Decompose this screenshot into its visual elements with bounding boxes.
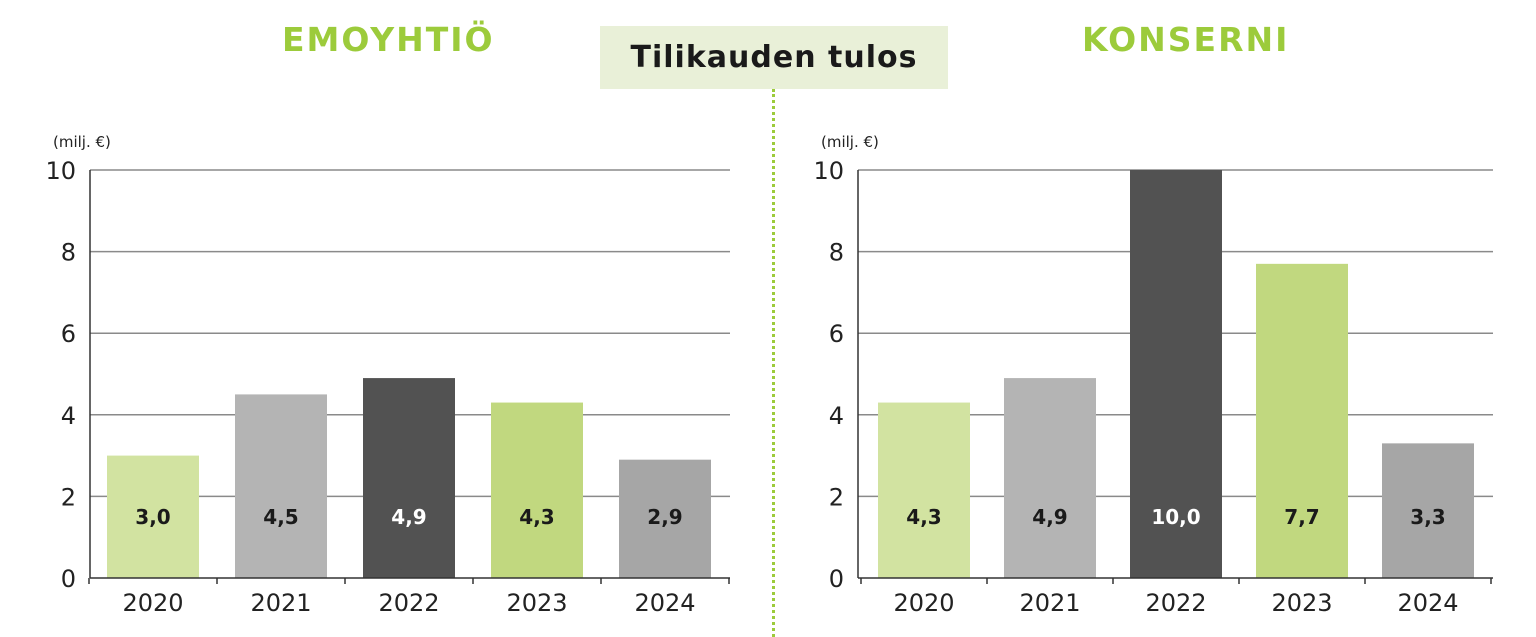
y-tick-label: 10 [45, 157, 76, 185]
x-tick-label: 2022 [378, 589, 439, 617]
parent-company-chart: 0 2 4 6 8 10 (milj. €) 3,0 2020 4,5 2021 4,9 2022 4,3… [45, 133, 730, 617]
parent-company-title: EMOYHTIÖ [282, 20, 495, 59]
x-tick-label: 2020 [893, 589, 954, 617]
y-tick-label: 2 [61, 483, 76, 511]
bar [1382, 443, 1474, 578]
x-tick-label: 2020 [122, 589, 183, 617]
bar-value-label: 2,9 [647, 505, 682, 529]
bar [878, 402, 970, 578]
group-chart: 0 2 4 6 8 10 (milj. €) 4,3 2020 4,9 2021 10,0 2022 7,… [813, 133, 1493, 617]
center-title-box: Tilikauden tulos [600, 26, 948, 89]
y-tick-label: 6 [61, 320, 76, 348]
y-tick-label: 0 [829, 565, 844, 593]
bar [363, 378, 455, 578]
bar [235, 394, 327, 578]
y-axis-unit-label: (milj. €) [821, 133, 879, 151]
bar [1130, 170, 1222, 578]
center-divider [772, 89, 775, 637]
bar [107, 455, 199, 578]
bar-value-label: 4,3 [519, 505, 554, 529]
bar-value-label: 4,5 [263, 505, 298, 529]
x-tick-label: 2022 [1145, 589, 1206, 617]
x-tick-label: 2024 [1397, 589, 1458, 617]
x-tick-label: 2023 [1271, 589, 1332, 617]
y-tick-label: 2 [829, 483, 844, 511]
bar-value-label: 3,0 [135, 505, 170, 529]
y-tick-label: 10 [813, 157, 844, 185]
bar [491, 402, 583, 578]
bar-value-label: 10,0 [1151, 505, 1200, 529]
center-title: Tilikauden tulos [630, 40, 918, 75]
y-tick-label: 8 [61, 239, 76, 267]
bar-value-label: 4,9 [391, 505, 426, 529]
y-tick-label: 8 [829, 239, 844, 267]
x-tick-label: 2023 [506, 589, 567, 617]
bar-value-label: 3,3 [1410, 505, 1445, 529]
group-title: KONSERNI [1082, 20, 1290, 59]
x-tick-label: 2024 [634, 589, 695, 617]
bar [619, 459, 711, 578]
y-tick-label: 4 [829, 402, 844, 430]
bar [1004, 378, 1096, 578]
bar [1256, 263, 1348, 578]
bar-value-label: 4,9 [1032, 505, 1067, 529]
y-tick-label: 6 [829, 320, 844, 348]
y-tick-label: 4 [61, 402, 76, 430]
y-tick-label: 0 [61, 565, 76, 593]
x-tick-label: 2021 [1019, 589, 1080, 617]
bar-value-label: 4,3 [906, 505, 941, 529]
x-tick-label: 2021 [250, 589, 311, 617]
y-axis-unit-label: (milj. €) [53, 133, 111, 151]
bar-value-label: 7,7 [1284, 505, 1319, 529]
